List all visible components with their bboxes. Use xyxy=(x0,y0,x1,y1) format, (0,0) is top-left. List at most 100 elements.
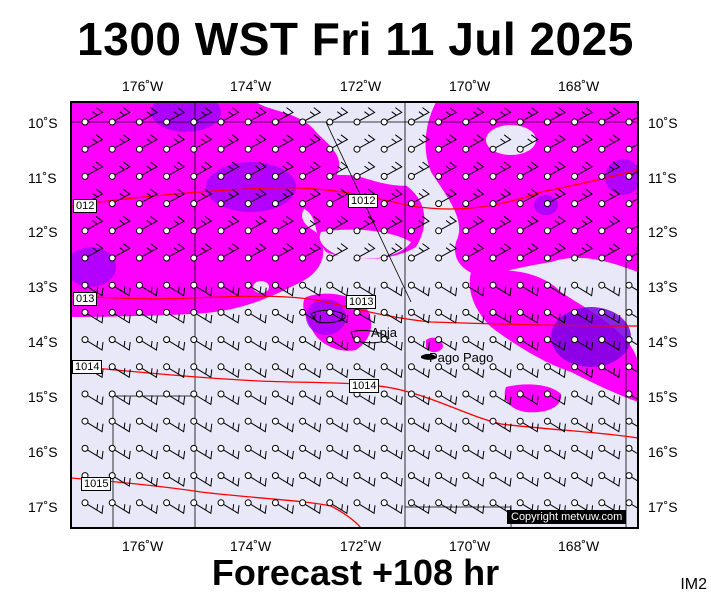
wind-barb xyxy=(462,390,485,406)
wind-barb xyxy=(190,308,213,324)
wind-barb xyxy=(462,188,485,208)
lat-label-12s-right: 12˚S xyxy=(648,224,678,240)
wind-barb xyxy=(353,417,376,433)
wind-barb xyxy=(516,308,539,324)
wind-barb xyxy=(217,336,240,351)
lon-label-170w-top: 170˚W xyxy=(449,78,491,94)
wind-barb xyxy=(543,188,566,208)
wind-barb xyxy=(190,472,213,487)
wind-barb xyxy=(244,134,267,153)
wind-barb xyxy=(271,216,294,235)
wind-barb xyxy=(571,134,594,153)
wind-barb xyxy=(353,243,376,262)
lon-label-168w-bottom: 168˚W xyxy=(558,538,600,554)
wind-barb xyxy=(435,390,458,406)
wind-barb xyxy=(571,243,594,262)
wind-barb xyxy=(489,417,512,433)
wind-barb xyxy=(462,243,485,262)
lat-label-12s-left: 12˚S xyxy=(28,224,58,240)
wind-barb xyxy=(625,417,638,428)
wind-barb xyxy=(217,281,240,297)
wind-barb xyxy=(435,281,458,297)
wind-barb xyxy=(81,499,104,515)
corner-code: IM2 xyxy=(680,576,707,593)
wind-barb xyxy=(81,336,104,351)
wind-barb xyxy=(353,363,376,379)
wind-barb xyxy=(489,444,512,460)
wind-barb xyxy=(462,161,485,180)
wind-barb xyxy=(543,417,566,433)
wind-barb xyxy=(217,134,240,153)
wind-barb xyxy=(571,444,594,460)
wind-barb xyxy=(380,216,403,235)
wind-barb xyxy=(543,281,566,297)
forecast-subtitle: Forecast +108 hr xyxy=(211,552,500,593)
wind-barb xyxy=(380,188,403,208)
isobar-label-1012-left: 012 xyxy=(73,199,98,213)
wind-barb xyxy=(353,308,376,324)
wind-barb xyxy=(571,417,594,433)
wind-barb xyxy=(190,188,213,208)
wind-barb xyxy=(380,281,403,297)
wind-barb xyxy=(571,161,594,180)
wind-barb xyxy=(543,308,566,324)
wind-barb xyxy=(244,107,267,126)
wind-barb xyxy=(163,134,186,153)
wind-barb xyxy=(543,390,566,406)
wind-barb xyxy=(135,188,158,208)
wind-barb xyxy=(380,107,403,126)
wind-barb xyxy=(244,499,267,515)
wind-barb xyxy=(489,308,512,324)
wind-barb xyxy=(625,336,638,346)
wind-barb xyxy=(516,107,539,126)
lat-label-10s-right: 10˚S xyxy=(648,115,678,131)
wind-barb xyxy=(190,107,213,126)
wind-barb xyxy=(135,417,158,433)
wind-barb xyxy=(598,417,621,433)
wind-barb xyxy=(163,161,186,180)
wind-barb xyxy=(326,417,349,433)
wind-barb xyxy=(217,308,240,324)
wind-barb xyxy=(81,216,104,235)
wind-barb xyxy=(81,134,104,153)
wind-barb xyxy=(108,390,131,406)
wind-barb xyxy=(435,188,458,208)
wind-barb xyxy=(435,161,458,180)
wind-barb xyxy=(271,161,294,180)
wind-barb xyxy=(271,363,294,379)
wind-barb xyxy=(271,134,294,153)
wind-barb xyxy=(271,308,294,324)
wind-barb xyxy=(271,243,294,262)
wind-barb xyxy=(244,390,267,406)
wind-barb xyxy=(598,499,621,515)
wind-barb-field xyxy=(81,107,638,515)
wind-barb xyxy=(217,161,240,180)
wind-barb xyxy=(380,243,403,262)
wind-barb xyxy=(380,472,403,487)
wind-barb xyxy=(190,363,213,379)
wind-barb xyxy=(380,363,403,379)
wind-barb xyxy=(271,390,294,406)
wind-barb xyxy=(435,499,458,515)
wind-barb xyxy=(571,363,594,379)
wind-barb xyxy=(299,188,322,208)
wind-barb xyxy=(380,417,403,433)
wind-barb xyxy=(299,134,322,153)
wind-barb xyxy=(353,107,376,126)
lat-label-16s-right: 16˚S xyxy=(648,444,678,460)
wind-barb xyxy=(435,308,458,324)
wind-barb xyxy=(326,308,349,324)
wind-barb xyxy=(271,472,294,487)
wind-barb xyxy=(489,134,512,153)
wind-barb xyxy=(217,363,240,379)
wind-barb xyxy=(407,188,430,208)
wind-barb xyxy=(244,417,267,433)
island-savaii xyxy=(310,309,347,324)
wind-barb xyxy=(108,216,131,235)
wind-barb xyxy=(135,444,158,460)
wind-barb xyxy=(163,107,186,126)
lat-label-17s-left: 17˚S xyxy=(28,499,58,515)
wind-barb xyxy=(543,472,566,487)
lat-label-15s-left: 15˚S xyxy=(28,389,58,405)
wind-barb xyxy=(516,134,539,153)
